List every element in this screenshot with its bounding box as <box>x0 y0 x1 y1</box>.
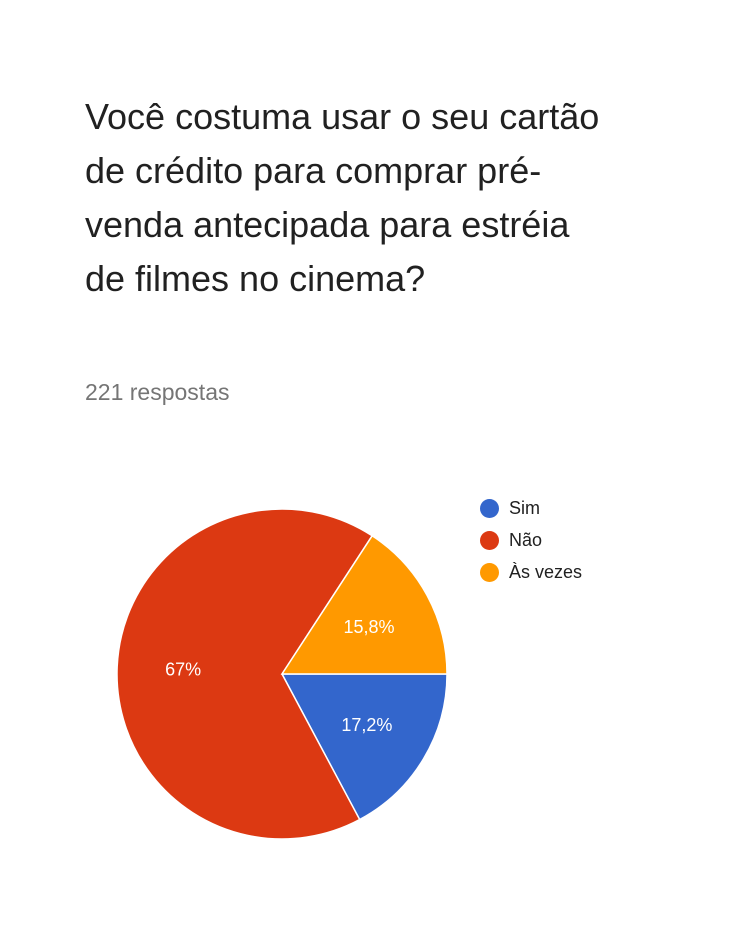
legend-item: Sim <box>480 492 582 524</box>
legend-label: Não <box>509 530 543 550</box>
pie-slice-n-o[interactable] <box>116 508 374 840</box>
response-count: 221 respostas <box>85 379 230 405</box>
legend-item: Às vezes <box>480 556 582 588</box>
legend-swatch <box>480 562 499 582</box>
question-title: Você costuma usar o seu cartão de crédit… <box>85 96 600 299</box>
pie-slice-sim[interactable] <box>280 673 448 821</box>
pie-slice-label: 15,8% <box>344 617 395 637</box>
legend-swatch <box>480 498 499 518</box>
legend-label: Às vezes <box>509 562 583 582</box>
pie-slice--s-vezes[interactable] <box>280 534 448 675</box>
legend-swatch <box>480 530 499 550</box>
chart-legend: Sim Não Às vezes <box>480 492 582 588</box>
pie-slice-label: 17,2% <box>341 715 392 735</box>
legend-item: Não <box>480 524 582 556</box>
pie-slice-label: 67% <box>165 660 201 680</box>
legend-label: Sim <box>509 498 540 518</box>
